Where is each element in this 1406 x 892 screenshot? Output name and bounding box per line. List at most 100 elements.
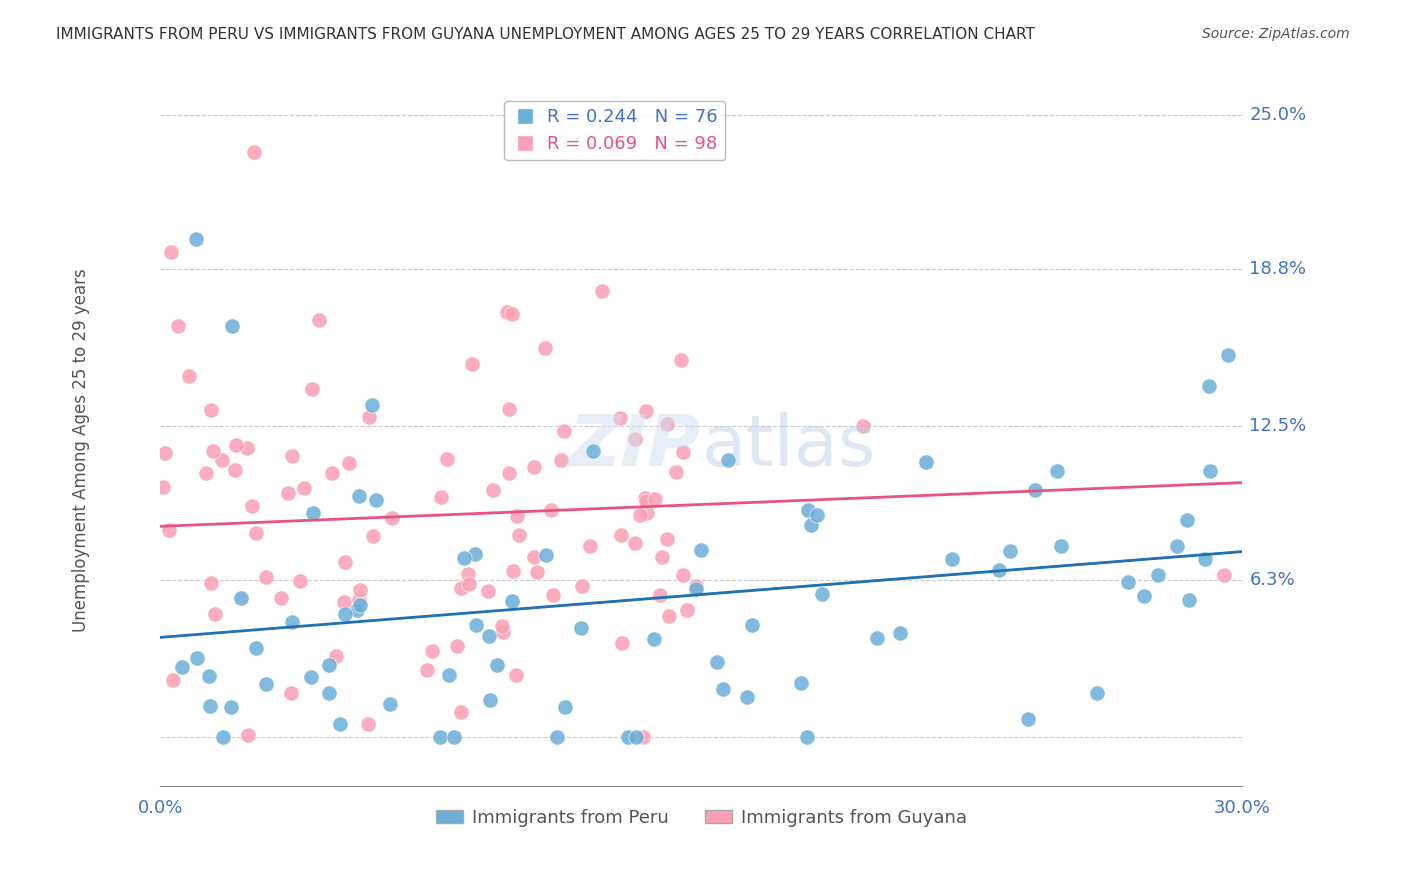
Point xyxy=(644,492,666,507)
Point xyxy=(347,489,370,503)
Point xyxy=(321,466,343,480)
Point xyxy=(685,579,707,593)
Text: Unemployment Among Ages 25 to 29 years: Unemployment Among Ages 25 to 29 years xyxy=(72,268,90,632)
Point xyxy=(299,670,322,684)
Point xyxy=(333,555,356,569)
Point xyxy=(541,588,564,602)
Point xyxy=(461,357,484,371)
Point xyxy=(671,353,693,368)
Point xyxy=(806,508,828,522)
Point xyxy=(672,445,695,459)
Point xyxy=(1175,513,1198,527)
Point xyxy=(498,401,520,416)
Point xyxy=(333,607,356,621)
Point xyxy=(631,730,654,744)
Point xyxy=(655,417,678,431)
Point xyxy=(464,548,486,562)
Point xyxy=(553,424,575,438)
Point xyxy=(634,491,657,505)
Text: Source: ZipAtlas.com: Source: ZipAtlas.com xyxy=(1202,27,1350,41)
Point xyxy=(1166,539,1188,553)
Point xyxy=(167,319,190,334)
Point xyxy=(359,409,381,424)
Point xyxy=(477,583,499,598)
Point xyxy=(254,570,277,584)
Point xyxy=(204,607,226,622)
Point xyxy=(1213,568,1236,582)
Text: 30.0%: 30.0% xyxy=(1213,799,1271,817)
Point xyxy=(501,307,523,321)
Point xyxy=(626,730,648,744)
Point xyxy=(436,451,458,466)
Text: ZIP: ZIP xyxy=(569,411,702,481)
Point xyxy=(1017,713,1039,727)
Point xyxy=(357,716,380,731)
Point xyxy=(655,532,678,546)
Point xyxy=(591,284,613,298)
Point xyxy=(1216,348,1239,362)
Point xyxy=(224,463,246,477)
Point xyxy=(915,455,938,469)
Point xyxy=(672,568,695,582)
Point xyxy=(508,528,530,542)
Point xyxy=(236,442,259,456)
Point xyxy=(245,526,267,541)
Point xyxy=(491,619,513,633)
Point xyxy=(245,640,267,655)
Point xyxy=(318,686,340,700)
Point xyxy=(277,485,299,500)
Point xyxy=(811,587,834,601)
Point xyxy=(636,493,658,508)
Point xyxy=(415,663,437,677)
Point xyxy=(658,608,681,623)
Point xyxy=(346,602,368,616)
Point xyxy=(194,466,217,480)
Point xyxy=(534,548,557,562)
Point xyxy=(1198,379,1220,393)
Point xyxy=(186,232,208,246)
Point xyxy=(717,453,740,467)
Point xyxy=(998,544,1021,558)
Point xyxy=(318,657,340,672)
Point xyxy=(337,456,360,470)
Point xyxy=(200,403,222,417)
Point xyxy=(465,618,488,632)
Point xyxy=(446,639,468,653)
Point xyxy=(288,574,311,588)
Point xyxy=(437,667,460,681)
Point xyxy=(157,524,180,538)
Text: IMMIGRANTS FROM PERU VS IMMIGRANTS FROM GUYANA UNEMPLOYMENT AMONG AGES 25 TO 29 : IMMIGRANTS FROM PERU VS IMMIGRANTS FROM … xyxy=(56,27,1035,42)
Point xyxy=(523,459,546,474)
Text: 18.8%: 18.8% xyxy=(1250,260,1306,278)
Point xyxy=(457,567,479,582)
Point xyxy=(634,404,657,418)
Point xyxy=(349,598,371,612)
Point xyxy=(450,705,472,719)
Point xyxy=(429,490,451,504)
Point xyxy=(550,453,572,467)
Point xyxy=(152,480,174,494)
Point xyxy=(243,145,266,159)
Point xyxy=(486,657,509,672)
Point xyxy=(280,686,302,700)
Point xyxy=(711,681,734,696)
Text: 12.5%: 12.5% xyxy=(1250,417,1306,434)
Point xyxy=(292,481,315,495)
Point xyxy=(281,449,304,463)
Point xyxy=(523,549,546,564)
Point xyxy=(492,624,515,639)
Text: 6.3%: 6.3% xyxy=(1250,571,1295,589)
Point xyxy=(482,483,505,497)
Point xyxy=(1024,483,1046,497)
Point xyxy=(201,444,224,458)
Point xyxy=(889,626,911,640)
Point xyxy=(198,669,221,683)
Point xyxy=(569,621,592,635)
Point xyxy=(690,543,713,558)
Point xyxy=(796,730,818,744)
Point xyxy=(450,581,472,595)
Point xyxy=(361,528,384,542)
Point xyxy=(478,693,501,707)
Point xyxy=(1178,592,1201,607)
Point xyxy=(651,549,673,564)
